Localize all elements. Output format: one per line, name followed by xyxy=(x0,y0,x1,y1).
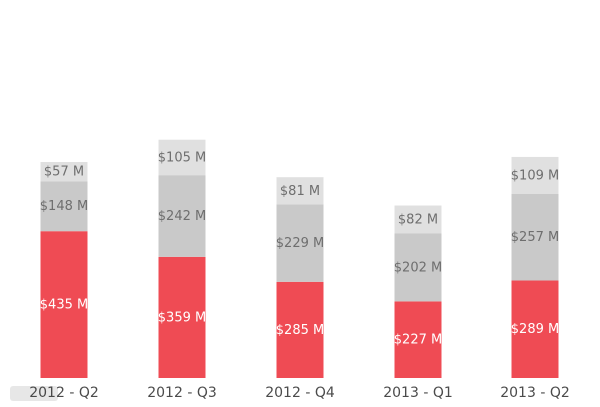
bar-group-1: $435 M $148 M $57 M xyxy=(40,162,88,378)
bar-segment-4-3 xyxy=(394,205,442,234)
data-label-4-2: $202 M xyxy=(394,260,442,275)
bar-group-2: $359 M $242 M $105 M xyxy=(158,139,206,378)
data-label-5-1: $289 M xyxy=(511,322,559,337)
data-label-2-2: $242 M xyxy=(158,209,206,224)
x-tick-label-1: 2012 - Q2 xyxy=(29,385,99,401)
bar-group-5: $289 M $257 M $109 M xyxy=(511,156,559,378)
bar-segment-2-1 xyxy=(158,256,206,378)
x-tick-label-4: 2013 - Q1 xyxy=(383,385,453,401)
bar-segment-1-3 xyxy=(40,162,88,182)
data-label-1-1: $435 M xyxy=(40,298,88,313)
data-label-3-2: $229 M xyxy=(276,236,324,251)
data-label-4-1: $227 M xyxy=(394,333,442,348)
bar-segment-1-1 xyxy=(40,231,88,378)
bar-segment-3-3 xyxy=(276,177,324,205)
bar-segment-2-2 xyxy=(158,175,206,257)
data-label-5-2: $257 M xyxy=(511,230,559,245)
bar-segment-3-2 xyxy=(276,204,324,282)
bar-group-4: $227 M $202 M $82 M xyxy=(394,205,442,378)
data-label-1-2: $148 M xyxy=(40,199,88,214)
bar-segment-5-2 xyxy=(511,193,559,281)
data-label-2-3: $105 M xyxy=(158,150,206,165)
bar-segment-2-3 xyxy=(158,139,206,176)
x-tick-label-2: 2012 - Q3 xyxy=(147,385,217,401)
data-label-3-3: $81 M xyxy=(280,184,320,199)
data-label-2-1: $359 M xyxy=(158,310,206,325)
data-label-5-3: $109 M xyxy=(511,168,559,183)
bar-segment-1-2 xyxy=(40,181,88,232)
bar-group-3: $285 M $229 M $81 M xyxy=(276,177,324,378)
bar-segment-3-1 xyxy=(276,281,324,378)
x-tick-label-3: 2012 - Q4 xyxy=(265,385,335,401)
data-label-4-3: $82 M xyxy=(398,212,438,227)
x-tick-label-5: 2013 - Q2 xyxy=(500,385,570,401)
bar-segment-4-2 xyxy=(394,233,442,302)
data-label-1-3: $57 M xyxy=(44,165,84,180)
bar-segment-5-3 xyxy=(511,156,559,194)
bar-segment-4-1 xyxy=(394,301,442,378)
watermark-badge xyxy=(10,386,58,401)
data-label-3-1: $285 M xyxy=(276,323,324,338)
bar-segment-5-1 xyxy=(511,280,559,378)
